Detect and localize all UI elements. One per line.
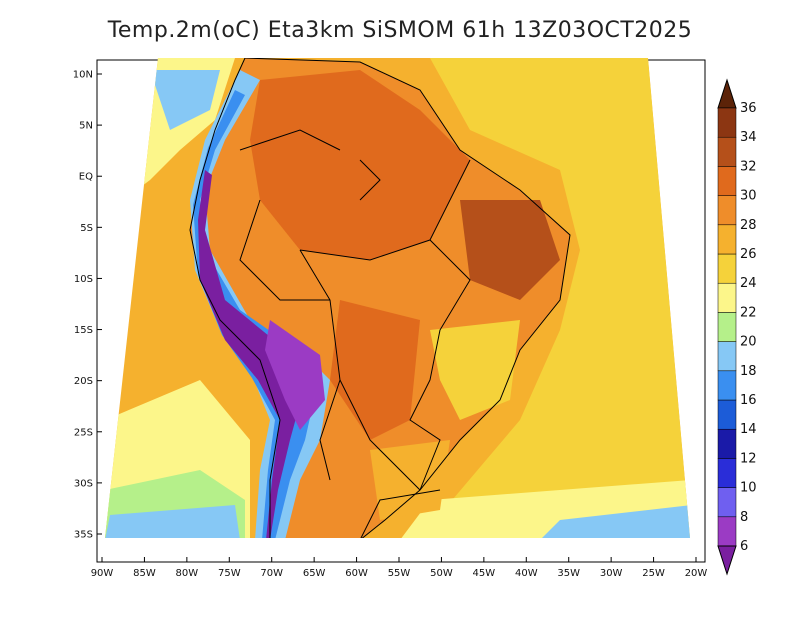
colorbar-label: 20 bbox=[740, 335, 757, 350]
lon-tick-label: 90W bbox=[91, 568, 114, 579]
colorbar-segment bbox=[717, 224, 737, 255]
altiplano-cold bbox=[265, 320, 325, 430]
colorbar: 6 8 10 12 14 16 18 20 22 24 26 28 30 32 34 36 bbox=[717, 78, 757, 576]
lat-tick-label: 35S bbox=[74, 530, 93, 541]
colorbar-label: 10 bbox=[740, 481, 757, 496]
lon-tick-label: 35W bbox=[557, 568, 580, 579]
colorbar-label: 12 bbox=[740, 451, 757, 466]
map-title: Temp.2m(oC) Eta3km SiSMOM 61h 13Z03OCT20… bbox=[107, 18, 693, 43]
lat-tick-label: 15S bbox=[74, 325, 93, 336]
pacific-cold-north bbox=[150, 70, 220, 130]
lon-tick-label: 85W bbox=[133, 568, 156, 579]
colorbar-arrow-top bbox=[717, 78, 737, 109]
lon-tick-label: 50W bbox=[430, 568, 453, 579]
colorbar-segment bbox=[717, 253, 737, 284]
colorbar-label: 14 bbox=[740, 422, 757, 437]
colorbar-segment bbox=[717, 282, 737, 313]
lat-tick-label: 10N bbox=[73, 70, 93, 81]
colorbar-label: 6 bbox=[740, 539, 748, 554]
northeast-hottest-region bbox=[460, 200, 560, 300]
colorbar-label: 34 bbox=[740, 130, 757, 145]
pacific-cool-north bbox=[105, 58, 235, 300]
colorbar-label: 16 bbox=[740, 393, 757, 408]
colorbar-segment bbox=[717, 195, 737, 226]
lon-tick-label: 70W bbox=[260, 568, 283, 579]
andes-coldest-band bbox=[198, 170, 305, 538]
colorbar-segment bbox=[717, 341, 737, 372]
longitude-axis: 90W 85W 80W 75W 70W 65W 60W 55W 50W 45W 40W 35W 30W 2… bbox=[91, 557, 708, 579]
colorbar-label: 26 bbox=[740, 247, 757, 262]
colorbar-segment bbox=[717, 166, 737, 196]
lon-tick-label: 55W bbox=[388, 568, 411, 579]
colorbar-segment bbox=[717, 516, 737, 547]
lon-tick-label: 40W bbox=[515, 568, 538, 579]
colorbar-label: 18 bbox=[740, 364, 757, 379]
lon-tick-label: 20W bbox=[685, 568, 708, 579]
colorbar-segment bbox=[717, 370, 737, 401]
lat-tick-label: 25S bbox=[74, 427, 93, 438]
lon-tick-label: 65W bbox=[303, 568, 326, 579]
colorbar-segment bbox=[717, 399, 737, 430]
lon-tick-label: 75W bbox=[218, 568, 241, 579]
colorbar-segment bbox=[717, 136, 737, 167]
colorbar-label: 36 bbox=[740, 101, 757, 116]
colorbar-arrow-bottom bbox=[717, 545, 737, 576]
colorbar-label: 30 bbox=[740, 189, 757, 204]
lon-tick-label: 80W bbox=[176, 568, 199, 579]
latitude-axis: 10N 5N EQ 5S 10S 15S 20S 25S 30S 35S bbox=[73, 70, 102, 541]
lon-tick-label: 45W bbox=[473, 568, 496, 579]
colorbar-label: 32 bbox=[740, 159, 757, 174]
lon-tick-label: 30W bbox=[600, 568, 623, 579]
colorbar-label: 22 bbox=[740, 305, 757, 320]
colorbar-segment bbox=[717, 107, 737, 138]
atlantic-cool-region bbox=[420, 58, 690, 538]
lat-tick-label: 5N bbox=[79, 121, 93, 132]
lat-tick-label: 20S bbox=[74, 376, 93, 387]
country-borders bbox=[189, 58, 571, 538]
southeast-cool-region bbox=[430, 320, 520, 420]
colorbar-segment bbox=[717, 312, 737, 342]
lat-tick-label: EQ bbox=[79, 172, 93, 183]
colorbar-label: 28 bbox=[740, 218, 757, 233]
lat-tick-label: 30S bbox=[74, 478, 93, 489]
lon-tick-label: 60W bbox=[345, 568, 368, 579]
colorbar-label: 24 bbox=[740, 276, 757, 291]
amazon-hot-region bbox=[250, 70, 470, 260]
colorbar-segment bbox=[717, 428, 737, 459]
pacific-coldest-south bbox=[105, 505, 240, 538]
lat-tick-label: 5S bbox=[80, 223, 93, 234]
colorbar-segment bbox=[717, 458, 737, 488]
lat-tick-label: 10S bbox=[74, 274, 93, 285]
colorbar-segment bbox=[717, 487, 737, 518]
lon-tick-label: 25W bbox=[642, 568, 665, 579]
temperature-field bbox=[105, 58, 690, 538]
colorbar-label: 8 bbox=[740, 510, 748, 525]
atlantic-cold-south bbox=[540, 505, 690, 538]
